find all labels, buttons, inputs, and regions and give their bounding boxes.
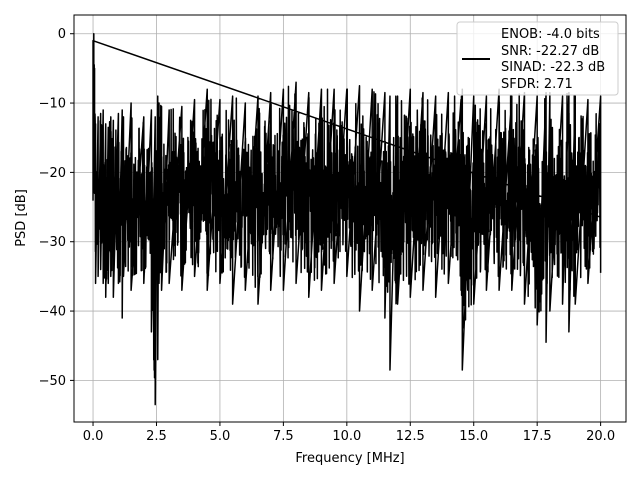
x-axis-ticks: 0.0 2.5 5.0 7.5 10.0 12.5 15.0 17.5 20.0 [83, 422, 615, 444]
x-tick-label: 17.5 [523, 429, 552, 444]
legend-snr: SNR: -22.27 dB [501, 44, 599, 59]
x-tick-label: 2.5 [146, 429, 167, 444]
y-tick-label: −40 [39, 305, 66, 320]
legend-sinad: SINAD: -22.3 dB [501, 60, 605, 75]
axes-frame [73, 14, 627, 423]
x-tick-label: 12.5 [396, 429, 425, 444]
y-tick-label: −50 [39, 374, 66, 389]
x-tick-label: 15.0 [459, 429, 488, 444]
psd-series [92, 32, 602, 406]
x-tick-label: 7.5 [273, 429, 294, 444]
y-axis-label: PSD [dB] [14, 189, 29, 247]
legend: ENOB: -4.0 bits SNR: -22.27 dB SINAD: -2… [456, 21, 619, 96]
plot-area [92, 32, 602, 406]
y-axis-ticks: 0 −10 −20 −30 −40 −50 [39, 27, 74, 389]
legend-box [456, 21, 619, 96]
y-tick-label: −30 [39, 235, 66, 250]
y-tick-label: 0 [58, 27, 66, 42]
y-tick-label: −20 [39, 166, 66, 181]
x-tick-label: 10.0 [332, 429, 361, 444]
legend-enob: ENOB: -4.0 bits [501, 27, 600, 42]
psd-trace [92, 32, 602, 406]
legend-sfdr: SFDR: 2.71 [501, 77, 573, 92]
x-tick-label: 20.0 [586, 429, 615, 444]
y-tick-label: −10 [39, 97, 66, 112]
x-tick-label: 5.0 [210, 429, 231, 444]
x-tick-label: 0.0 [83, 429, 104, 444]
x-axis-label: Frequency [MHz] [295, 451, 404, 466]
